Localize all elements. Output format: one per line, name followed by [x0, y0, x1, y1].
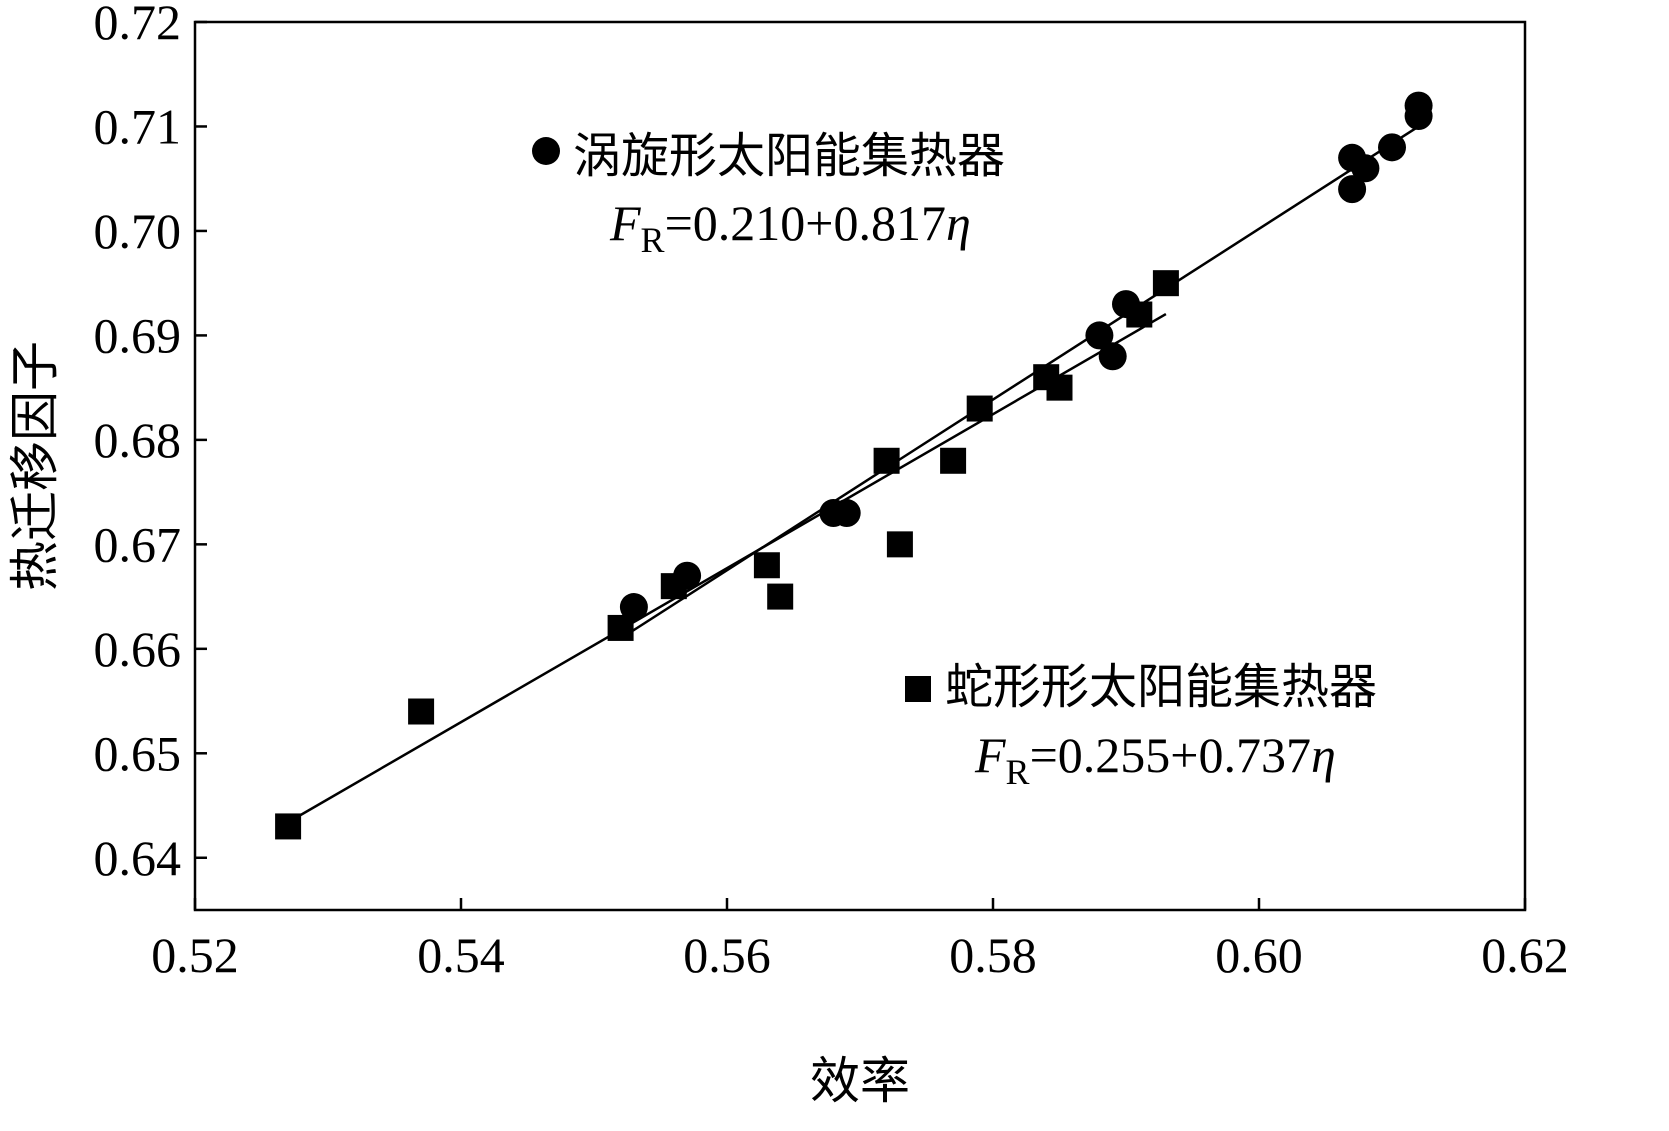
legend-marker-circle: [532, 137, 560, 165]
x-tick-label: 0.62: [1481, 927, 1569, 983]
equation-lhs: F: [974, 727, 1006, 783]
data-point-circle: [619, 593, 648, 622]
equation-rhs: =0.255+0.737: [1030, 727, 1311, 783]
plot-frame: [193, 20, 1527, 912]
data-point-square: [767, 583, 794, 610]
fit-lines: [287, 125, 1420, 824]
legend-label-series-1: 涡旋形太阳能集热器: [573, 128, 1005, 184]
data-point-square: [873, 447, 900, 474]
axis-ticks: 0.52 0.54 0.56 0.58 0.60 0.62 0.64 0.65 0.66 0.67…: [94, 0, 1569, 983]
equation-var: η: [1311, 727, 1336, 783]
x-tick-label: 0.52: [151, 927, 239, 983]
data-point-circle: [832, 499, 861, 528]
data-point-square: [275, 813, 302, 840]
equation-rhs: =0.210+0.817: [665, 195, 946, 251]
data-point-square: [1152, 270, 1179, 297]
y-tick-label: 0.67: [94, 516, 182, 572]
data-point-square: [940, 447, 967, 474]
equation-sub: R: [641, 220, 665, 260]
data-point-circle: [1098, 342, 1127, 371]
x-tick-label: 0.60: [1215, 927, 1303, 983]
legend-label-series-2: 蛇形形太阳能集热器: [945, 659, 1377, 715]
data-point-circle: [1378, 133, 1406, 162]
equation-lhs: F: [609, 195, 641, 251]
data-point-circle: [1085, 321, 1114, 350]
y-tick-label: 0.71: [94, 98, 182, 154]
data-point-square: [966, 395, 993, 422]
y-tick-label: 0.68: [94, 412, 182, 468]
equation-sub: R: [1006, 752, 1030, 792]
data-point-square: [753, 552, 780, 579]
x-tick-label: 0.58: [949, 927, 1037, 983]
y-tick-label: 0.70: [94, 203, 182, 259]
y-tick-label: 0.69: [94, 307, 182, 363]
x-axis-title: 效率: [810, 1052, 910, 1110]
legend-marker-square: [905, 676, 931, 702]
fit-line-square: [287, 313, 1167, 824]
data-point-square: [607, 614, 634, 641]
data-point-square: [1046, 374, 1073, 401]
equation-var: η: [946, 195, 971, 251]
y-tick-label: 0.72: [94, 0, 182, 50]
data-point-circle: [1338, 175, 1367, 204]
x-tick-label: 0.56: [683, 927, 771, 983]
y-tick-label: 0.66: [94, 621, 182, 677]
equation-series-2: FR=0.255+0.737η: [974, 727, 1336, 792]
y-tick-label: 0.64: [94, 830, 182, 886]
data-point-circle: [1351, 154, 1380, 183]
x-tick-label: 0.54: [417, 927, 505, 983]
data-point-circle: [1404, 91, 1433, 120]
equation-series-1: FR=0.210+0.817η: [609, 195, 971, 260]
y-tick-label: 0.65: [94, 725, 182, 781]
data-point-square: [408, 698, 435, 725]
y-axis-title: 热迁移因子: [6, 341, 64, 591]
data-point-square: [1126, 301, 1153, 328]
data-points: [275, 91, 1433, 840]
data-point-square: [660, 573, 687, 600]
data-point-square: [886, 531, 913, 558]
